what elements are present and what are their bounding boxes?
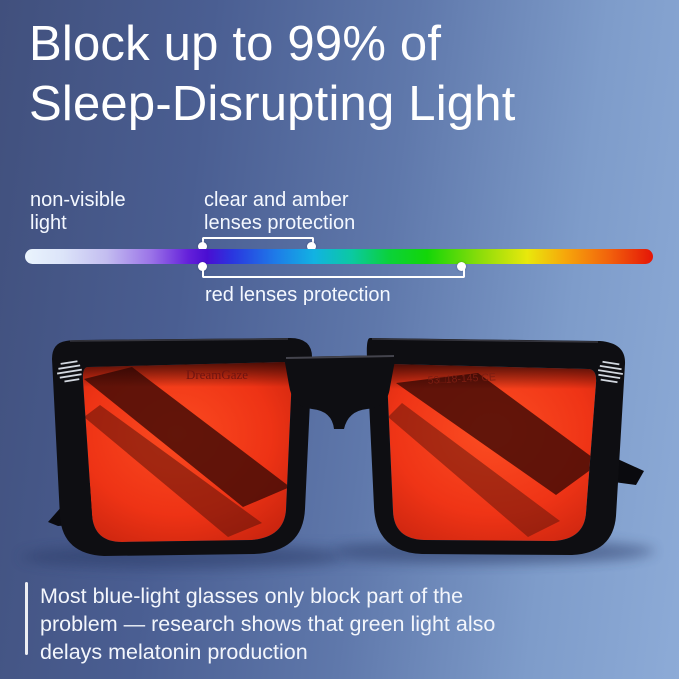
product-image-glasses: DreamGaze 53□18-145 CE	[20, 338, 655, 569]
temple-arm-through-right-lens	[396, 373, 597, 495]
quote-rule	[25, 582, 28, 655]
temple-arm-through-left-lens	[84, 367, 290, 507]
hinge-rivet-icon-left	[56, 360, 82, 383]
page-title-line1: Block up to 99% of	[29, 17, 442, 71]
lens-size-text: 53□18-145 CE	[427, 371, 496, 387]
label-clear-amber-protection: clear and amber lenses protection	[204, 189, 355, 235]
frame-highlight-left	[69, 338, 289, 342]
label-non-visible-line2: light	[30, 212, 67, 234]
note-text: Most blue-light glasses only block part …	[40, 584, 496, 664]
range-marker-dot	[457, 262, 466, 271]
glasses-bridge	[284, 355, 396, 429]
clear-amber-range-bracket	[202, 237, 314, 248]
label-clear-amber-line1: clear and amber	[204, 189, 349, 211]
label-non-visible-light: non-visible light	[30, 189, 126, 235]
footer-note: Most blue-light glasses only block part …	[25, 582, 540, 666]
label-red-protection: red lenses protection	[205, 284, 391, 306]
temple-arm-through-left-lens	[84, 405, 262, 537]
right-lens: 53□18-145 CE	[386, 364, 597, 541]
temple-arm-through-right-lens	[388, 403, 560, 537]
label-non-visible-line1: non-visible	[30, 189, 126, 211]
frame-highlight-right	[371, 338, 599, 343]
lens-brand-text: DreamGaze	[186, 367, 248, 382]
hinge-rivet-icon-right	[598, 360, 623, 384]
range-marker-dot	[198, 262, 207, 271]
bridge-highlight	[285, 355, 395, 359]
red-range-bracket	[202, 267, 465, 278]
left-lens: DreamGaze	[82, 362, 293, 542]
spectrum-bar	[25, 249, 653, 264]
page-title-line2: Sleep-Disrupting Light	[29, 77, 516, 131]
page-title: Block up to 99% of Sleep-Disrupting Light	[29, 14, 516, 134]
range-marker-dot	[198, 242, 207, 251]
range-marker-dot	[307, 242, 316, 251]
label-clear-amber-line2: lenses protection	[204, 212, 356, 234]
